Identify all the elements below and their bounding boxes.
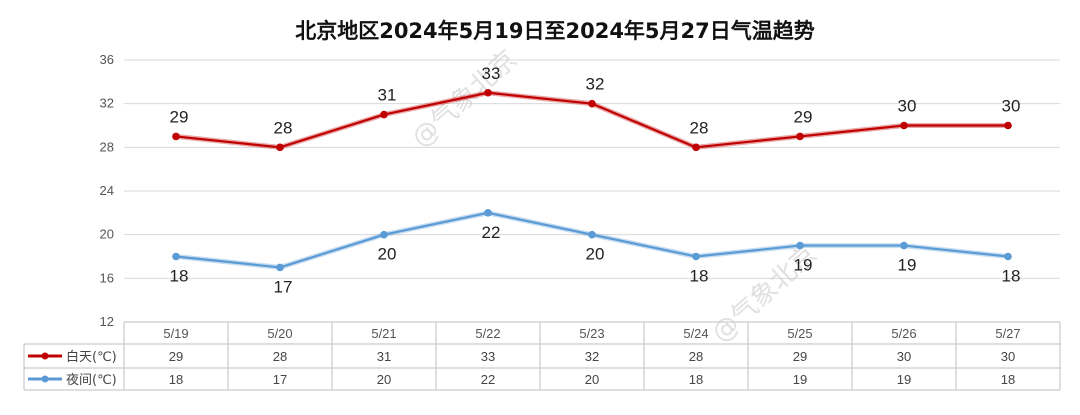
data-label: 31 [378, 86, 397, 105]
data-point [692, 252, 700, 261]
chart-title: 北京地区2024年5月19日至2024年5月27日气温趋势 [295, 19, 815, 43]
table-cell-value: 32 [585, 349, 599, 364]
data-label: 29 [794, 107, 813, 126]
data-point [588, 99, 596, 108]
data-point [796, 132, 804, 141]
data-label: 18 [690, 267, 709, 286]
data-point [276, 263, 284, 272]
data-label: 20 [586, 245, 605, 264]
data-point [900, 241, 908, 250]
data-label: 29 [170, 107, 189, 126]
x-category-label: 5/20 [267, 326, 292, 341]
data-table: 5/19 5/20 5/21 5/22 5/23 5/24 5/25 5/26 5/27 白天(℃… [23, 321, 1061, 391]
data-label: 32 [586, 75, 605, 94]
legend-marker [41, 375, 49, 383]
watermark-layer: @气象北京@气象北京 [406, 44, 823, 348]
table-cell-value: 18 [169, 372, 183, 387]
x-category-label: 5/26 [891, 326, 916, 341]
x-category-label: 5/24 [683, 326, 708, 341]
legend-entry: 白天(℃) [66, 349, 117, 365]
data-label: 19 [898, 256, 917, 275]
data-label: 28 [274, 118, 293, 137]
table-cell-value: 30 [1001, 349, 1015, 364]
data-label: 30 [898, 97, 917, 116]
table-cell-value: 29 [793, 349, 807, 364]
table-cell-value: 20 [585, 372, 599, 387]
table-cell-value: 31 [377, 349, 391, 364]
data-label: 22 [482, 223, 501, 242]
data-label: 30 [1002, 97, 1021, 116]
y-tick-label: 16 [100, 270, 114, 285]
y-tick-label: 28 [100, 139, 114, 154]
y-tick-label: 20 [100, 227, 114, 242]
data-label: 18 [1002, 267, 1021, 286]
data-point [380, 110, 388, 119]
y-tick-label: 32 [100, 96, 114, 111]
data-point [1004, 252, 1012, 261]
table-cell-value: 33 [481, 349, 495, 364]
table-cell-value: 28 [689, 349, 703, 364]
data-point [484, 209, 492, 217]
legend-entry: 夜间(℃) [66, 373, 117, 388]
table-cell-value: 17 [273, 372, 287, 387]
x-category-label: 5/23 [579, 326, 604, 341]
y-tick-label: 36 [100, 52, 114, 67]
data-point [276, 143, 284, 152]
x-category-label: 5/25 [787, 326, 812, 341]
x-category-label: 5/22 [475, 326, 500, 341]
table-cell-value: 18 [689, 372, 703, 387]
data-point [796, 241, 804, 250]
data-label: 18 [170, 267, 189, 286]
data-point [692, 143, 700, 152]
data-label: 28 [690, 118, 709, 137]
data-point [1004, 121, 1012, 130]
x-category-label: 5/19 [163, 326, 188, 341]
legend-marker [41, 352, 49, 360]
table-cell-value: 20 [377, 372, 391, 387]
table-cell-value: 22 [481, 372, 495, 387]
table-cell-value: 28 [273, 349, 287, 364]
grid-lines: 12 16 20 24 28 32 36 [100, 52, 1060, 329]
data-point [380, 230, 388, 239]
data-label: 33 [482, 64, 501, 83]
series-layer: 29 28 31 33 32 28 29 30 30 18 17 20 22 20 18 19 19 18 [170, 64, 1021, 297]
y-tick-label: 24 [100, 183, 114, 198]
data-point [484, 88, 492, 97]
x-category-label: 5/27 [995, 326, 1020, 341]
data-point [588, 230, 596, 239]
data-label: 17 [274, 277, 293, 296]
data-point [172, 252, 180, 261]
table-cell-value: 19 [793, 372, 807, 387]
table-cell-value: 18 [1001, 372, 1015, 387]
data-point [172, 132, 180, 141]
table-cell-value: 19 [897, 372, 911, 387]
table-cell-value: 29 [169, 349, 183, 364]
data-label: 19 [794, 256, 813, 275]
data-label: 20 [378, 245, 397, 264]
y-tick-label: 12 [100, 314, 114, 329]
data-point [900, 121, 908, 130]
x-category-label: 5/21 [371, 326, 396, 341]
table-cell-value: 30 [897, 349, 911, 364]
